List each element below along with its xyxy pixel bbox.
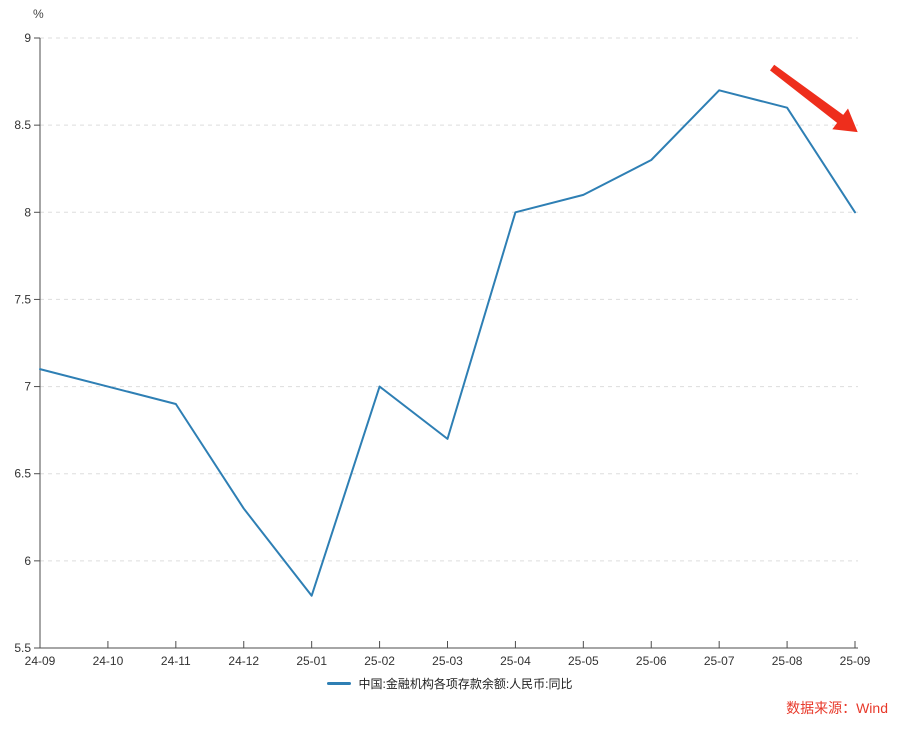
svg-text:8.5: 8.5 [14,118,31,132]
svg-text:24-11: 24-11 [161,654,191,668]
svg-text:25-07: 25-07 [704,654,735,668]
svg-text:6.5: 6.5 [14,467,31,481]
svg-text:25-08: 25-08 [772,654,803,668]
svg-text:5.5: 5.5 [14,641,31,655]
svg-text:24-10: 24-10 [93,654,124,668]
svg-text:25-06: 25-06 [636,654,667,668]
trend-arrow-annotation [770,64,858,133]
legend-series-label: 中国:金融机构各项存款余额:人民币:同比 [358,677,573,691]
svg-text:7.5: 7.5 [14,292,31,306]
svg-text:9: 9 [24,31,31,45]
svg-text:25-01: 25-01 [296,654,327,668]
legend-line-swatch [327,682,352,685]
legend: 中国:金融机构各项存款余额:人民币:同比 [0,675,900,692]
svg-text:8: 8 [24,205,31,219]
svg-text:25-09: 25-09 [840,654,871,668]
svg-text:25-03: 25-03 [432,654,463,668]
svg-text:25-04: 25-04 [500,654,531,668]
svg-text:6: 6 [24,554,31,568]
svg-text:24-09: 24-09 [25,654,56,668]
svg-text:25-02: 25-02 [364,654,395,668]
svg-text:7: 7 [24,380,31,394]
y-axis-unit-label: % [33,7,44,21]
data-source-label: 数据来源：Wind [786,700,888,716]
svg-text:25-05: 25-05 [568,654,599,668]
svg-text:24-12: 24-12 [228,654,259,668]
